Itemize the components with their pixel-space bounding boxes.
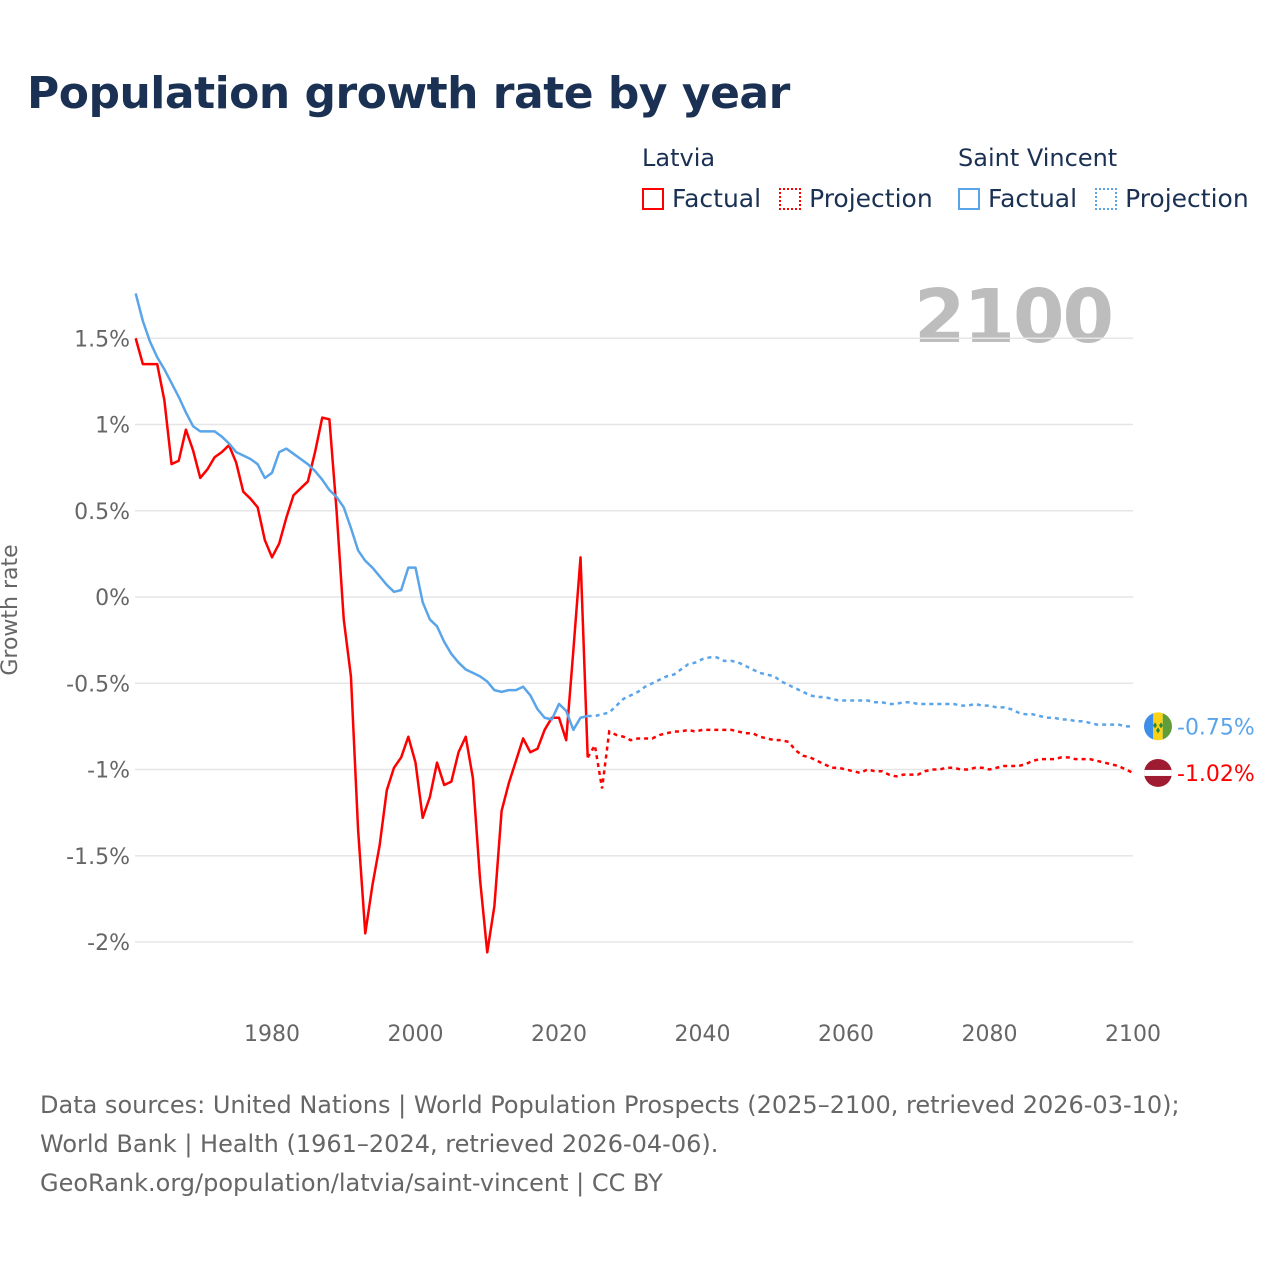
factual-swatch: [642, 187, 664, 210]
footer: Data sources: United Nations | World Pop…: [40, 1086, 1240, 1203]
y-tick-label: -1%: [87, 759, 130, 784]
end-value-label: -1.02%: [1177, 762, 1255, 787]
y-axis-label: Growth rate: [0, 544, 23, 676]
projection-swatch: [1095, 187, 1118, 210]
flag-diamond: [1156, 727, 1160, 734]
y-tick-label: -0.5%: [66, 672, 130, 697]
legend-country-name: Saint Vincent: [958, 144, 1118, 172]
factual-swatch: [958, 187, 980, 210]
y-tick-label: 0.5%: [74, 500, 130, 525]
saint-vincent-projection-line: [587, 656, 1133, 728]
chart-title: Population growth rate by year: [27, 68, 790, 119]
current-year-label: 2100: [914, 274, 1114, 360]
flag-blue: [1144, 712, 1154, 741]
attribution-link[interactable]: GeoRank.org/population/latvia/saint-vinc…: [40, 1169, 663, 1197]
legend-projection-label[interactable]: Projection: [809, 184, 933, 213]
legend-projection-label[interactable]: Projection: [1125, 184, 1249, 213]
y-tick-label: 1%: [95, 414, 130, 439]
flag-body: [1144, 758, 1172, 787]
x-tick-label: 2040: [675, 1022, 731, 1047]
flag-diamond: [1153, 722, 1157, 729]
legend-factual-label[interactable]: Factual: [988, 184, 1078, 213]
x-tick-label: 2100: [1105, 1022, 1161, 1047]
flag-green: [1162, 712, 1172, 741]
data-sources: Data sources: United Nations | World Pop…: [40, 1091, 1180, 1158]
x-tick-label: 1980: [244, 1022, 300, 1047]
flag-diamond: [1159, 722, 1163, 729]
legend-factual-label[interactable]: Factual: [672, 184, 762, 213]
end-value-label: -0.75%: [1177, 715, 1255, 740]
y-tick-label: -2%: [87, 931, 130, 956]
legend-saint-vincent: Saint Vincent Factual Projection: [958, 144, 1267, 213]
legend-latvia: Latvia Factual Projection: [642, 144, 951, 213]
saint-vincent-flag-icon: [1144, 712, 1172, 741]
legend-country-name: Latvia: [642, 144, 716, 172]
y-tick-label: 1.5%: [74, 327, 130, 352]
x-tick-label: 2060: [818, 1022, 874, 1047]
flag-body: [1144, 712, 1172, 741]
y-tick-label: 0%: [95, 586, 130, 611]
latvia-projection-line: [586, 728, 1134, 789]
x-tick-label: 2080: [962, 1022, 1018, 1047]
latvia-flag-icon: [1144, 758, 1172, 787]
y-tick-label: -1.5%: [66, 845, 130, 870]
projection-swatch: [779, 187, 802, 210]
saint-vincent-factual-line: [134, 293, 588, 732]
flag-yellow: [1153, 712, 1163, 741]
latvia-factual-line: [134, 337, 589, 954]
x-tick-label: 2000: [388, 1022, 444, 1047]
flag-white-stripe: [1144, 769, 1172, 776]
x-tick-label: 2020: [531, 1022, 587, 1047]
